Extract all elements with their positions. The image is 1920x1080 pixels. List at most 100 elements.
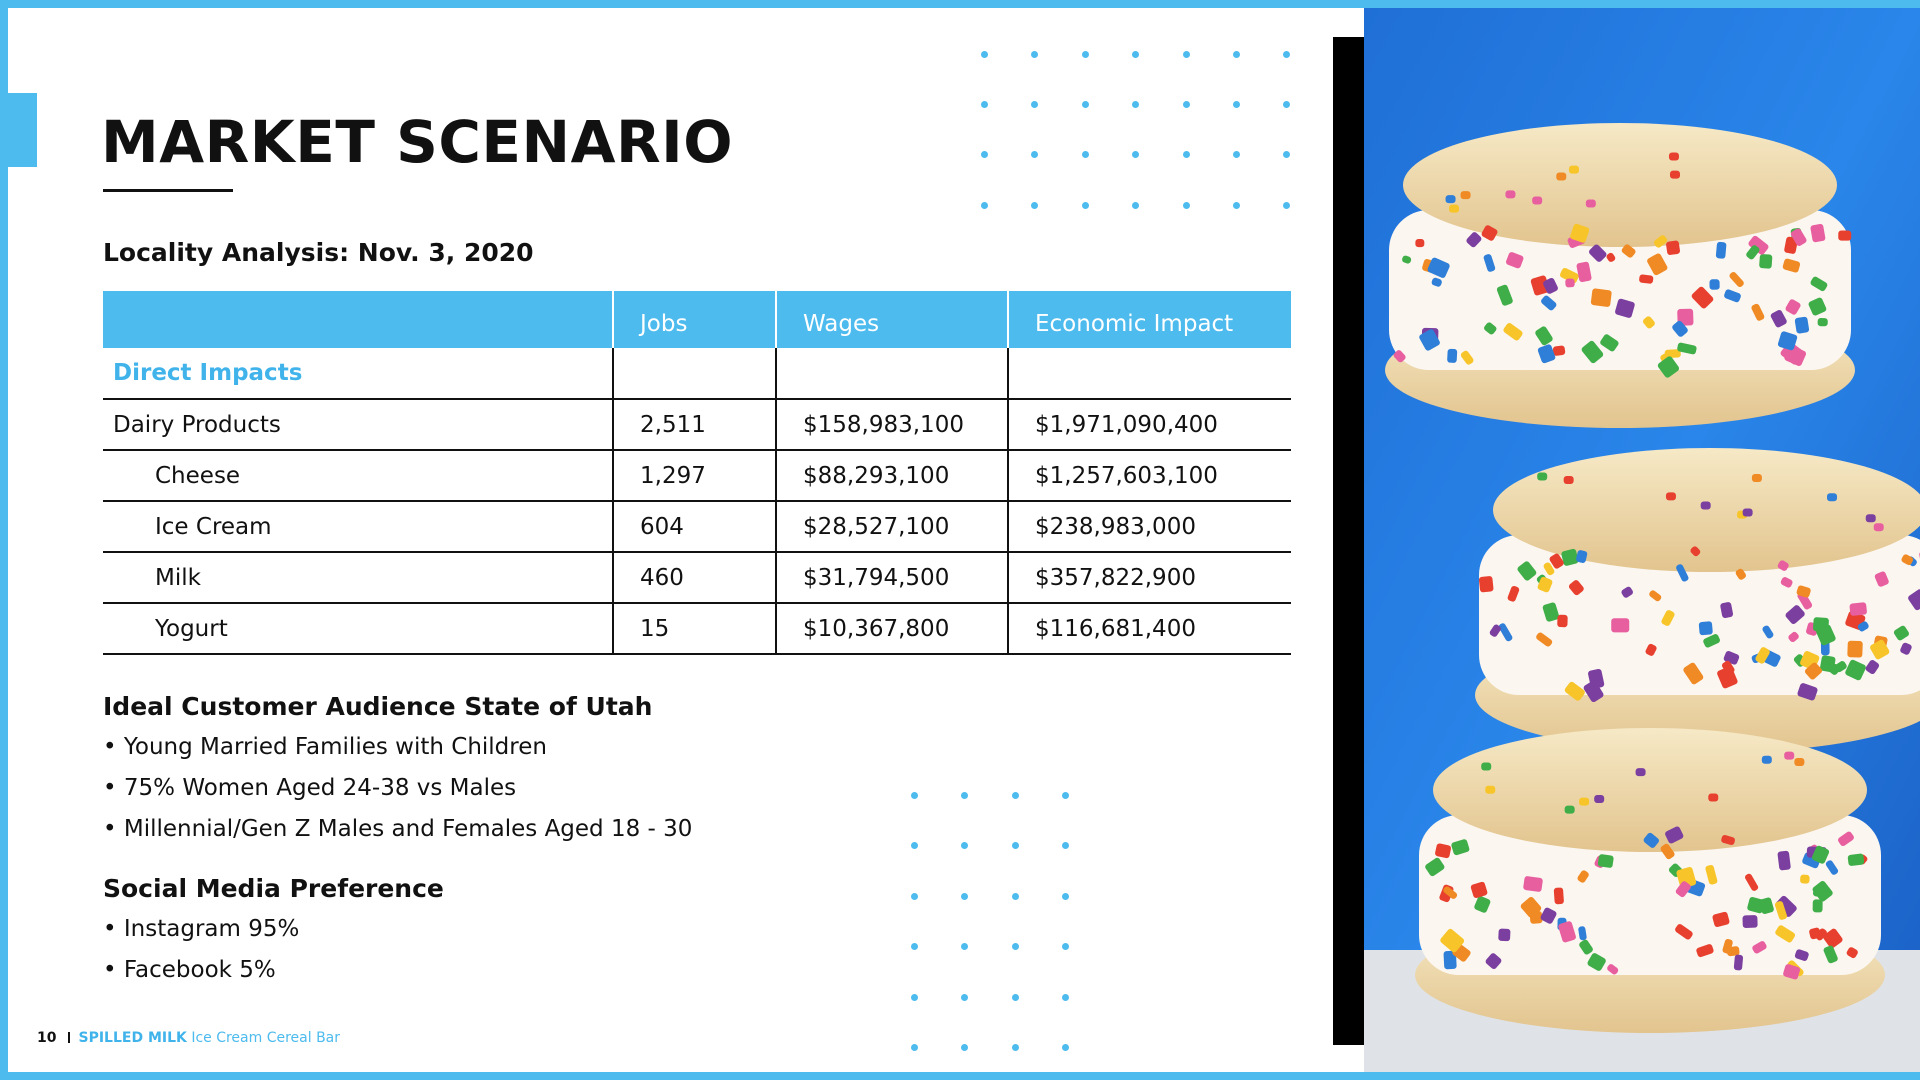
sprinkle [1676,564,1689,582]
sprinkle [1846,947,1858,959]
sprinkle [1823,945,1838,964]
accent-tab [8,93,37,167]
sprinkle [1677,308,1694,326]
sprinkle [1535,326,1553,346]
sprinkle [1865,660,1880,675]
ice-cream [1419,815,1881,975]
sprinkle [1677,342,1697,355]
sprinkle [1735,568,1746,580]
sprinkle [1611,618,1630,633]
sprinkle [1901,554,1914,566]
sprinkle [1800,874,1810,884]
sprinkle [1643,832,1659,848]
sprinkle [1777,560,1789,571]
sprinkle [1540,907,1557,924]
sprinkle [1724,289,1741,303]
sprinkle [1505,190,1516,199]
sprinkle [1568,580,1584,596]
sprinkle [1498,623,1513,642]
decor-dot [1233,151,1240,159]
sprinkle [1812,880,1833,902]
sprinkle [1827,493,1838,502]
sprinkle [1720,602,1734,619]
sprinkle [1549,553,1564,569]
sprinkle [1498,928,1511,942]
sprinkle [1700,501,1711,510]
sprinkle [1615,298,1635,318]
sprinkle [1751,474,1762,483]
sprinkle [1553,887,1564,905]
sprinkle [1445,195,1456,204]
decor-dot [1283,201,1291,209]
decor-dot [1182,51,1190,58]
sprinkle [1583,680,1604,703]
sprinkle [1810,224,1826,243]
table-row: Cheese 1,297 $88,293,100 $1,257,603,100 [103,450,1291,502]
decor-dot [1182,201,1190,209]
tagline: Ice Cream Cereal Bar [191,1030,341,1046]
photo [1364,8,1920,1072]
decor-dot [1233,101,1240,109]
sprinkle [1594,795,1605,804]
sprinkle [1419,329,1440,351]
sprinkle [1483,254,1496,272]
bullet-item: Young Married Families with Children [103,734,547,760]
impact-table: Jobs Wages Economic Impact Direct Impact… [103,291,1291,655]
sprinkle [1865,514,1876,523]
sprinkle [1543,277,1558,294]
section-heading: Ideal Customer Audience State of Utah [103,692,653,721]
sprinkle [1415,239,1425,248]
sprinkle [1451,839,1470,856]
sprinkle [1845,659,1866,681]
sprinkle [1542,602,1560,622]
decor-dot [1031,201,1039,209]
cell: 15 [612,603,776,655]
sprinkle [1523,876,1543,892]
sprinkle [1560,267,1579,284]
sprinkle [1581,340,1604,364]
sprinkle [1784,236,1798,254]
sprinkle [1570,223,1590,243]
decor-dot [1031,151,1039,159]
sprinkle [1794,316,1810,334]
cell: $1,971,090,400 [1007,399,1291,451]
sprinkle [1752,941,1767,954]
sprinkle [1484,322,1497,335]
sprinkle [1775,895,1797,917]
sprinkle [1762,625,1774,639]
sprinkle [1557,614,1568,628]
sprinkle [1742,915,1758,928]
sprinkle [1579,939,1593,955]
decor-dot [961,1044,969,1051]
sprinkle [1796,585,1811,598]
sprinkle [1447,348,1458,363]
sprinkle [1503,323,1523,341]
sprinkle [1643,316,1655,329]
header-cell: Wages [775,291,1008,348]
separator [68,1032,71,1043]
sprinkle [1489,624,1501,637]
sprinkle [1431,277,1442,287]
decor-dot [911,792,918,799]
decor-dot [961,792,969,799]
sprinkle [1466,232,1482,248]
sprinkle [1870,639,1890,660]
sprinkle [1834,661,1847,673]
sprinkle [1849,602,1867,616]
sprinkle [1485,953,1502,969]
decor-dot [1132,151,1140,159]
sprinkle [1564,681,1585,701]
sprinkle [1530,275,1550,296]
section-label: Direct Impacts [103,348,613,400]
table-body: Cheese 1,297 $88,293,100 $1,257,603,100 Ice … [103,450,1291,655]
sprinkle [1666,240,1680,255]
decor-dot [1081,151,1089,159]
sprinkle [1460,350,1474,365]
sprinkle [1775,925,1796,943]
decor-dot [961,943,969,951]
section-heading: Social Media Preference [103,874,444,903]
sprinkle [1838,230,1852,241]
cookie-top [1403,123,1837,247]
decor-dot [1031,51,1039,58]
sprinkle [1449,204,1460,213]
